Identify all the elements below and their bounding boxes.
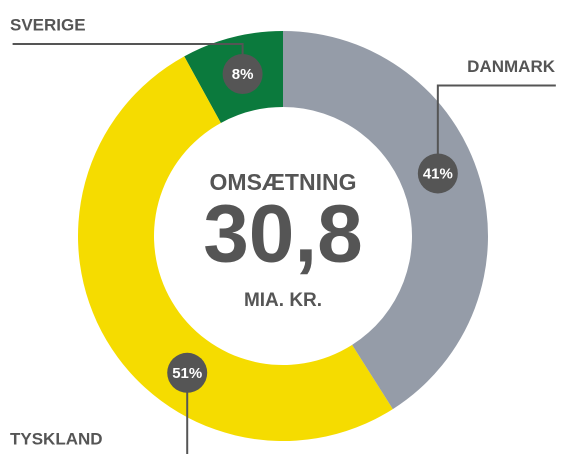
leader-line (436, 84, 556, 174)
donut-slice (283, 31, 489, 410)
value-badge (167, 352, 208, 393)
value-label: 41% (423, 165, 453, 182)
category-label: TYSKLAND (10, 429, 103, 448)
value-badge (222, 53, 263, 94)
value-badge (417, 153, 458, 194)
category-label: SVERIGE (10, 15, 86, 34)
value-label: 8% (232, 66, 254, 83)
donut-slice (78, 56, 393, 441)
value-label: 51% (172, 365, 202, 382)
center-title: OMSÆTNING (210, 169, 357, 195)
category-label: DANMARK (467, 57, 556, 76)
center-unit: MIA. KR. (244, 290, 322, 311)
center-value: 30,8 (203, 189, 363, 280)
